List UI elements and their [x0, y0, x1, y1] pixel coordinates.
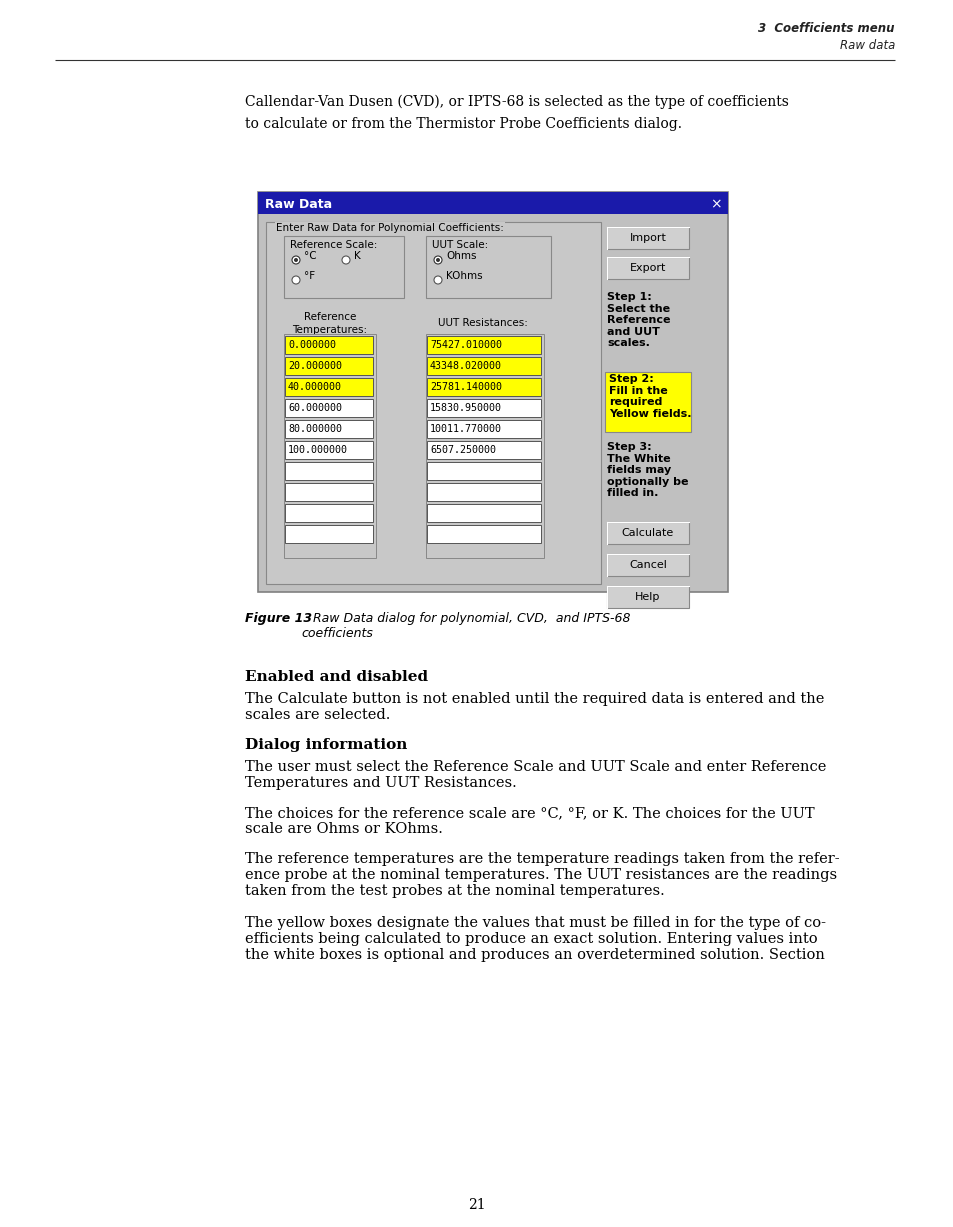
Bar	[427, 399, 540, 417]
Text: The reference temperatures are the temperature readings taken from the refer-
en: The reference temperatures are the tempe…	[245, 852, 839, 898]
Text: 43348.020000: 43348.020000	[430, 361, 501, 371]
Text: Calculate: Calculate	[621, 528, 674, 537]
Text: 10011.770000: 10011.770000	[430, 425, 501, 434]
Bar	[427, 357, 540, 375]
Bar	[266, 222, 600, 584]
Text: Ohms: Ohms	[446, 252, 476, 261]
Bar	[606, 521, 688, 544]
Bar	[285, 420, 373, 438]
Text: °F: °F	[304, 271, 314, 281]
Circle shape	[294, 258, 297, 263]
Bar	[604, 372, 690, 432]
Text: 20.000000: 20.000000	[288, 361, 341, 371]
Bar	[285, 336, 373, 355]
Bar	[284, 236, 403, 298]
Bar	[427, 463, 540, 480]
Text: Raw Data: Raw Data	[265, 198, 332, 211]
Bar	[257, 191, 727, 591]
Bar	[427, 336, 540, 355]
Circle shape	[434, 276, 441, 283]
Bar	[285, 525, 373, 544]
Circle shape	[436, 258, 439, 263]
Text: Enter Raw Data for Polynomial Coefficients:: Enter Raw Data for Polynomial Coefficien…	[275, 223, 503, 233]
Text: Dialog information: Dialog information	[245, 737, 407, 752]
Bar	[427, 420, 540, 438]
Circle shape	[434, 256, 441, 264]
Bar	[285, 463, 373, 480]
Bar	[285, 399, 373, 417]
Bar	[285, 483, 373, 501]
Text: 100.000000: 100.000000	[288, 445, 348, 455]
Text: Temperatures:: Temperatures:	[293, 325, 367, 335]
Text: The Calculate button is not enabled until the required data is entered and the
s: The Calculate button is not enabled unti…	[245, 692, 823, 723]
Text: Raw data: Raw data	[839, 39, 894, 52]
Text: Reference: Reference	[303, 312, 355, 321]
Text: Import: Import	[629, 233, 666, 243]
Text: Step 1:
Select the
Reference
and UUT
scales.: Step 1: Select the Reference and UUT sca…	[606, 292, 670, 348]
Text: Help: Help	[635, 591, 660, 602]
Text: 21: 21	[468, 1198, 485, 1212]
Text: Step 2:
Fill in the
required
Yellow fields.: Step 2: Fill in the required Yellow fiel…	[608, 374, 691, 418]
Bar	[427, 525, 540, 544]
Circle shape	[341, 256, 350, 264]
Bar	[284, 334, 375, 558]
Text: KOhms: KOhms	[446, 271, 482, 281]
Text: 15830.950000: 15830.950000	[430, 402, 501, 413]
Bar	[606, 256, 688, 279]
Circle shape	[292, 256, 299, 264]
Text: °C: °C	[304, 252, 316, 261]
Text: 25781.140000: 25781.140000	[430, 382, 501, 391]
Text: to calculate or from the Thermistor Probe Coefficients dialog.: to calculate or from the Thermistor Prob…	[245, 117, 681, 131]
Text: Callendar-Van Dusen (CVD), or IPTS-68 is selected as the type of coefficients: Callendar-Van Dusen (CVD), or IPTS-68 is…	[245, 94, 788, 109]
Text: Enabled and disabled: Enabled and disabled	[245, 670, 428, 683]
Bar	[606, 227, 688, 249]
Text: The yellow boxes designate the values that must be filled in for the type of co-: The yellow boxes designate the values th…	[245, 917, 825, 962]
Text: 40.000000: 40.000000	[288, 382, 341, 391]
Text: UUT Scale:: UUT Scale:	[432, 240, 488, 250]
Text: The user must select the Reference Scale and UUT Scale and enter Reference
Tempe: The user must select the Reference Scale…	[245, 760, 825, 790]
Text: 3  Coefficients menu: 3 Coefficients menu	[758, 22, 894, 36]
Text: Export: Export	[629, 263, 665, 272]
Text: 60.000000: 60.000000	[288, 402, 341, 413]
Text: Figure 13: Figure 13	[245, 612, 312, 625]
Text: K: K	[354, 252, 360, 261]
Text: Reference Scale:: Reference Scale:	[290, 240, 377, 250]
Bar	[427, 504, 540, 521]
Bar	[427, 378, 540, 396]
Text: 0.000000: 0.000000	[288, 340, 335, 350]
Bar	[285, 504, 373, 521]
Bar	[426, 236, 551, 298]
Text: 80.000000: 80.000000	[288, 425, 341, 434]
Bar	[606, 555, 688, 575]
Text: UUT Resistances:: UUT Resistances:	[437, 318, 527, 328]
Bar	[426, 334, 543, 558]
Text: Cancel: Cancel	[628, 560, 666, 571]
Text: 75427.010000: 75427.010000	[430, 340, 501, 350]
Text: Raw Data dialog for polynomial, CVD,  and IPTS-68
coefficients: Raw Data dialog for polynomial, CVD, and…	[301, 612, 630, 640]
Text: ×: ×	[709, 198, 721, 211]
Bar	[285, 378, 373, 396]
Bar	[285, 357, 373, 375]
Bar	[257, 191, 727, 213]
Bar	[606, 587, 688, 609]
Bar	[427, 440, 540, 459]
Text: 6507.250000: 6507.250000	[430, 445, 496, 455]
Text: The choices for the reference scale are °C, °F, or K. The choices for the UUT
sc: The choices for the reference scale are …	[245, 806, 814, 836]
Bar	[285, 440, 373, 459]
Bar	[427, 483, 540, 501]
Circle shape	[292, 276, 299, 283]
Text: Step 3:
The White
fields may
optionally be
filled in.: Step 3: The White fields may optionally …	[606, 442, 688, 498]
